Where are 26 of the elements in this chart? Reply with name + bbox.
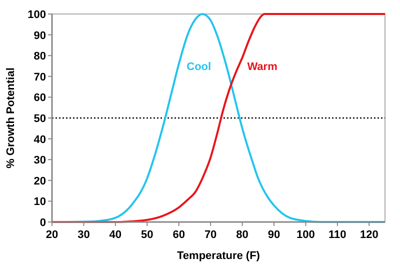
y-tick-label: 20 xyxy=(34,175,46,188)
x-tick-label: 40 xyxy=(109,229,122,241)
y-tick-label: 90 xyxy=(34,30,46,42)
x-tick-label: 90 xyxy=(268,229,280,241)
series-label: Cool xyxy=(186,61,212,73)
y-axis-title: % Growth Potential xyxy=(5,68,17,168)
x-tick-label: 60 xyxy=(172,229,185,241)
y-tick-label: 0 xyxy=(40,217,46,229)
series-label: Warm xyxy=(247,61,278,73)
x-tick-label: 20 xyxy=(46,229,58,241)
y-tick-label: 70 xyxy=(34,71,46,84)
y-tick-label: 100 xyxy=(28,9,46,21)
y-tick-label: 80 xyxy=(34,50,46,63)
y-tick-label: 60 xyxy=(34,92,46,104)
y-tick-label: 40 xyxy=(34,134,46,146)
x-tick-label: 50 xyxy=(141,229,154,241)
x-axis-title: Temperature (F) xyxy=(177,250,260,262)
y-tick-label: 50 xyxy=(34,113,46,125)
x-tick-label: 30 xyxy=(78,229,90,241)
x-tick-label: 110 xyxy=(328,229,346,241)
x-tick-label: 70 xyxy=(204,229,217,241)
y-tick-label: 30 xyxy=(34,154,46,167)
x-tick-label: 120 xyxy=(360,229,378,241)
y-tick-label: 10 xyxy=(34,196,46,208)
x-tick-label: 100 xyxy=(296,229,315,241)
x-tick-label: 80 xyxy=(236,229,248,241)
